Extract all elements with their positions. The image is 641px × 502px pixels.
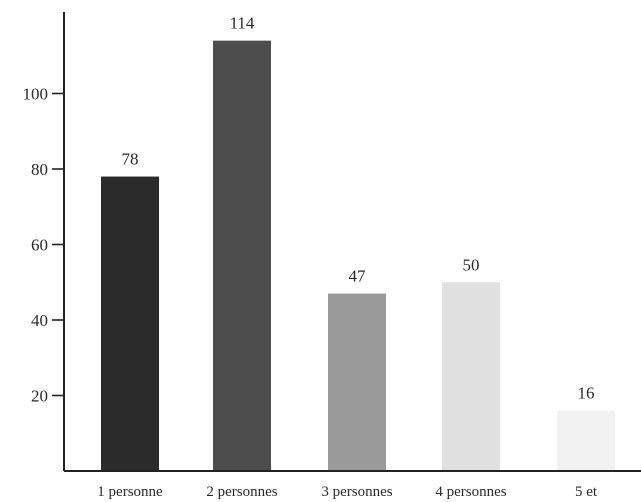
data-label: 50 [463,255,480,274]
y-tick-label: 80 [31,160,48,179]
bar [328,293,386,471]
x-tick-label: 3 personnes [321,484,392,500]
x-tick-label: 4 personnes [435,484,506,500]
value-labels-group: 78 114 47 50 16 [122,14,595,403]
bar [557,410,615,471]
y-tick-label: 100 [23,85,49,104]
x-axis-labels-group: 1 personne 2 personnes 3 personnes 4 person… [97,484,598,500]
data-label: 47 [349,267,367,286]
data-label: 114 [230,14,255,33]
y-tick-label: 60 [31,236,48,255]
x-tick-label: 5 et [575,484,598,500]
x-tick-label: 1 personne [97,484,163,500]
data-label: 78 [122,150,139,169]
y-tick-label: 40 [31,311,48,330]
bar [442,282,500,471]
bar [101,176,159,472]
bars-group [101,40,615,472]
bar [213,40,271,472]
x-tick-label: 2 personnes [206,484,277,500]
y-tick-label: 20 [31,387,48,406]
data-label: 16 [578,384,595,403]
y-axis-ticks-group: 20 40 60 80 100 [23,85,64,406]
